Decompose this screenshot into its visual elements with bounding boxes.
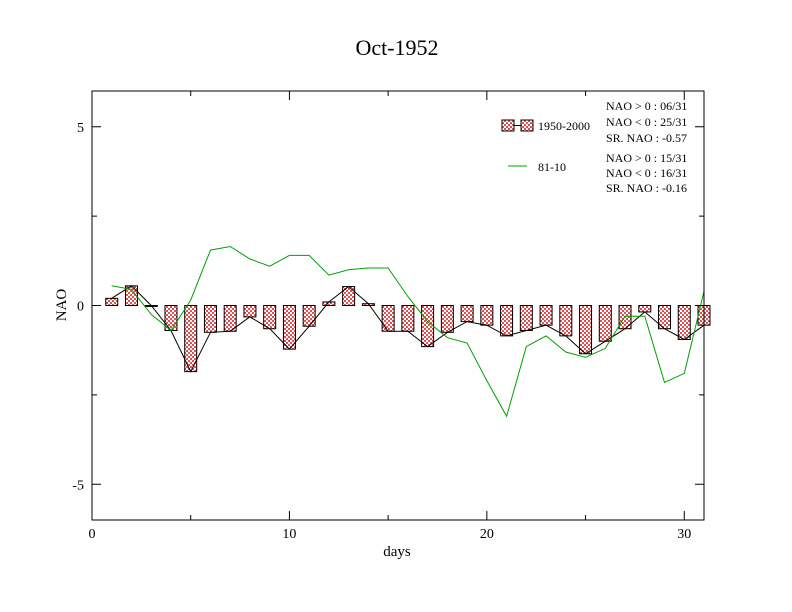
bar-day-7 <box>223 305 237 332</box>
x-tick-label-30: 30 <box>677 527 691 542</box>
bar-day-6 <box>203 305 217 333</box>
x-tick-label-0: 0 <box>89 527 96 542</box>
bar-day-9 <box>263 305 277 330</box>
y-tick-label--5: -5 <box>72 478 84 493</box>
bar-day-23 <box>539 305 553 326</box>
annotation-81-10-line-3: SR. NAO : -0.16 <box>606 181 687 195</box>
annotation-1950-2000-line-3: SR. NAO : -0.57 <box>606 131 687 145</box>
x-tick-label-10: 10 <box>282 527 296 542</box>
line-81-10 <box>111 245 705 418</box>
y-axis-label: NAO <box>54 289 70 322</box>
chart-title: Oct-1952 <box>355 35 438 60</box>
bar-day-21 <box>500 305 514 337</box>
y-tick-label-0: 0 <box>77 300 84 315</box>
bar-day-25 <box>579 305 593 355</box>
bar-day-26 <box>598 305 612 342</box>
bar-day-18 <box>440 305 454 333</box>
lines-layer <box>111 245 705 418</box>
bar-day-8 <box>243 305 257 318</box>
bars-layer <box>105 285 711 373</box>
bar-day-20 <box>480 305 494 326</box>
bar-day-24 <box>559 305 573 337</box>
bar-day-11 <box>302 305 316 327</box>
annotation-1950-2000-line-1: NAO > 0 : 06/31 <box>606 99 687 113</box>
x-axis-label: days <box>383 544 411 560</box>
ticks-layer: 0 10 20 30 -5 0 5 <box>72 91 704 542</box>
legend-label-81-10: 81-10 <box>538 160 566 174</box>
bar-day-10 <box>282 305 296 350</box>
bar-day-1 <box>105 297 119 307</box>
legend: 1950-2000 81-10 NAO > 0 : 06/31 NAO < 0 … <box>501 99 687 195</box>
bar-day-15 <box>381 305 395 332</box>
bar-day-28 <box>638 305 652 313</box>
bar-day-30 <box>677 305 691 340</box>
bar-day-19 <box>460 305 474 323</box>
annotation-1950-2000-line-2: NAO < 0 : 25/31 <box>606 115 687 129</box>
annotation-81-10-line-2: NAO < 0 : 16/31 <box>606 166 687 180</box>
line-1950-2000 <box>111 285 705 373</box>
x-tick-label-20: 20 <box>480 527 494 542</box>
bar-day-16 <box>401 305 415 332</box>
y-tick-label-5: 5 <box>77 121 84 136</box>
annotation-81-10-line-1: NAO > 0 : 15/31 <box>606 151 687 165</box>
legend-label-1950-2000: 1950-2000 <box>538 119 590 133</box>
legend-swatch-1950-2000-right <box>520 119 534 132</box>
bar-day-22 <box>519 305 533 332</box>
legend-swatch-1950-2000-left <box>501 119 515 132</box>
bar-day-17 <box>421 305 435 348</box>
